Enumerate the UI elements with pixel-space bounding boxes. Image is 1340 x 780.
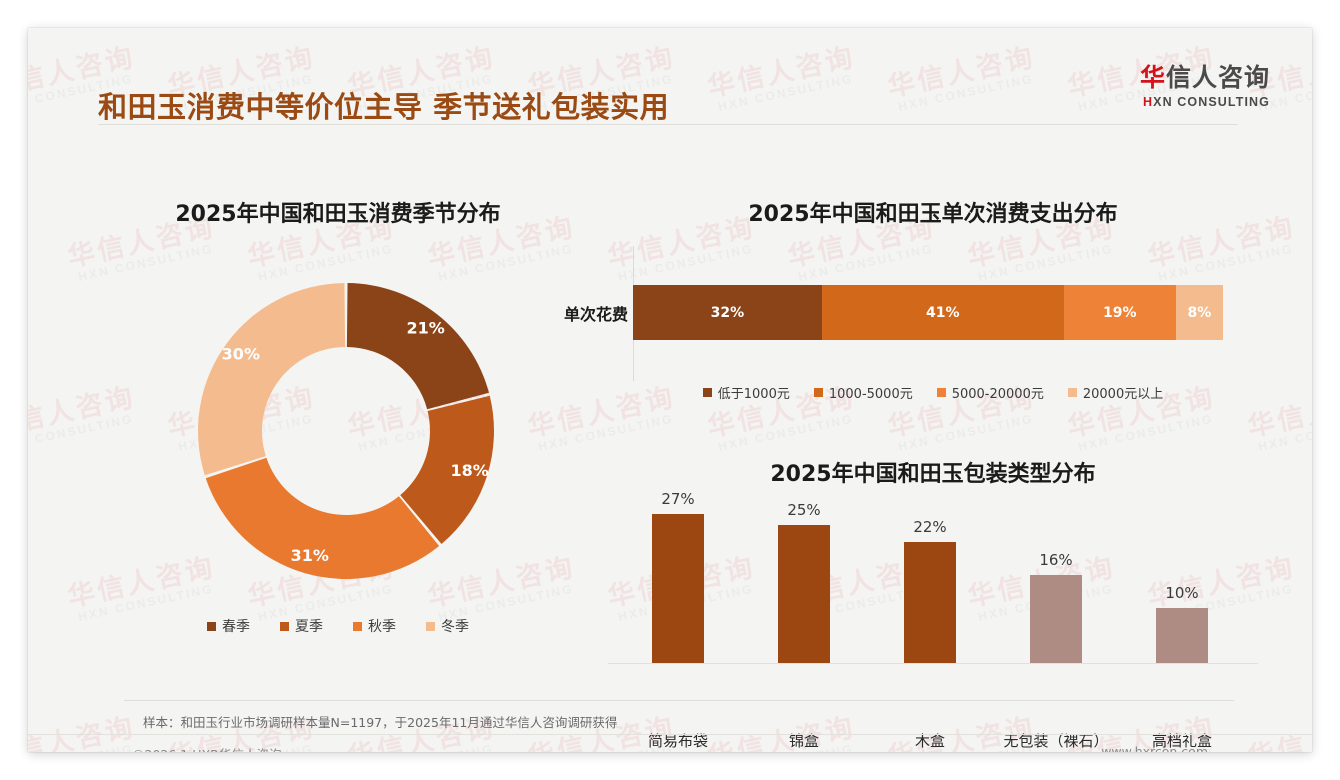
slide-header: 和田玉消费中等价位主导 季节送礼包装实用 华信人咨询 HXN CONSULTIN… (28, 28, 1312, 125)
legend-label: 5000-20000元 (951, 387, 1044, 402)
legend-item[interactable]: 20000元以上 (1067, 383, 1164, 402)
legend-label: 冬季 (441, 619, 469, 635)
logo-rest-chars: 信人咨询 (1165, 63, 1270, 92)
logo-accent-char: 华 (1139, 63, 1166, 92)
footnote-divider (124, 700, 1234, 701)
stacked-legend: 低于1000元 1000-5000元 5000-20000元 20000元以上 (633, 383, 1233, 402)
legend-swatch-icon (813, 388, 823, 397)
donut-slice[interactable] (400, 395, 494, 545)
stacked-bar-title: 2025年中国和田玉单次消费支出分布 (748, 202, 1118, 227)
stacked-category-label: 单次花费 (563, 304, 628, 324)
legend-item[interactable]: 秋季 (353, 616, 396, 636)
stacked-segment-label: 8% (1187, 304, 1212, 321)
column-item[interactable]: 16% (1001, 551, 1111, 663)
column-category-label: 木盒 (914, 732, 945, 750)
stacked-segment-label: 41% (925, 304, 960, 321)
column-item[interactable]: 25% (749, 501, 859, 663)
stacked-bar-segment[interactable]: 32% (633, 285, 822, 340)
legend-item[interactable]: 1000-5000元 (813, 383, 913, 402)
copyright-text: ©2026.1 HXR华信人咨询 (132, 744, 281, 752)
legend-label: 秋季 (368, 619, 396, 635)
column-baseline (608, 663, 1258, 664)
donut-chart-title: 2025年中国和田玉消费季节分布 (175, 202, 501, 227)
legend-swatch-icon (207, 621, 216, 631)
logo-english: HXN CONSULTING (1140, 95, 1270, 109)
legend-label: 20000元以上 (1082, 387, 1164, 402)
column-item[interactable]: 22% (875, 518, 985, 663)
donut-slice[interactable] (205, 457, 440, 579)
legend-swatch-icon (936, 388, 946, 397)
column-item[interactable]: 10% (1127, 584, 1237, 663)
column-category-label: 高档礼盒 (1151, 732, 1212, 750)
column-bar[interactable] (1156, 608, 1208, 663)
legend-item[interactable]: 冬季 (426, 616, 469, 636)
column-plot-area: 27% 简易布袋 25% 锦盒 22% 木盒 16% 无包装（裸石） 10% 高档礼盒 (608, 490, 1258, 750)
company-logo: 华信人咨询 HXN CONSULTING (1140, 64, 1270, 109)
logo-chinese: 华信人咨询 (1140, 64, 1270, 92)
legend-swatch-icon (280, 621, 289, 631)
legend-item[interactable]: 夏季 (280, 616, 323, 636)
sample-footnote: 样本：和田玉行业市场调研样本量N=1197，于2025年11月通过华信人咨询调研… (143, 715, 618, 730)
footer-divider (28, 734, 1312, 735)
legend-label: 夏季 (295, 619, 323, 635)
column-bar[interactable] (1030, 575, 1082, 663)
legend-label: 春季 (222, 619, 250, 635)
stacked-bar-row: 单次花费 32% 41% 19% 8% (564, 285, 1223, 340)
donut-slice-label: 30% (222, 345, 260, 364)
column-item[interactable]: 27% (623, 490, 733, 663)
website-url[interactable]: www.hxrcon.com (1101, 744, 1208, 752)
stacked-segment-label: 19% (1102, 304, 1137, 321)
season-donut-chart: 21% 18% 31% 30% 春季 夏季 秋季 冬季 (88, 178, 588, 678)
column-value-label: 22% (913, 518, 947, 536)
stacked-segment-label: 32% (710, 304, 745, 321)
column-value-label: 25% (787, 501, 821, 519)
page-title: 和田玉消费中等价位主导 季节送礼包装实用 (98, 90, 670, 124)
column-category-label: 无包装（裸石） (1003, 732, 1109, 750)
legend-label: 低于1000元 (717, 387, 790, 402)
donut-legend: 春季 夏季 秋季 冬季 (88, 616, 588, 636)
column-bar[interactable] (904, 542, 956, 663)
donut-svg: 21% 18% 31% 30% (198, 283, 494, 579)
legend-item[interactable]: 5000-20000元 (936, 383, 1044, 402)
donut-slice-label: 31% (291, 546, 329, 565)
column-value-label: 10% (1165, 584, 1199, 602)
column-category-label: 简易布袋 (647, 732, 708, 750)
donut-slice-label: 18% (450, 461, 488, 480)
spend-stacked-chart: 单次花费 32% 41% 19% 8% 低于1000元 1000-5000元 5000-2… (564, 178, 1278, 418)
column-bar[interactable] (652, 514, 704, 663)
legend-swatch-icon (702, 388, 712, 397)
donut-slice[interactable] (198, 283, 346, 476)
legend-swatch-icon (353, 621, 362, 631)
column-value-label: 27% (661, 490, 695, 508)
donut-graphic: 21% 18% 31% 30% (191, 276, 501, 586)
stacked-bar-segment[interactable]: 19% (1063, 285, 1176, 340)
legend-item[interactable]: 低于1000元 (702, 383, 790, 402)
stacked-bar-segment[interactable]: 8% (1175, 285, 1223, 340)
column-value-label: 16% (1039, 551, 1073, 569)
column-category-label: 锦盒 (788, 732, 819, 750)
column-chart-title: 2025年中国和田玉包装类型分布 (770, 462, 1096, 487)
stacked-bar-segment[interactable]: 41% (821, 285, 1064, 340)
legend-swatch-icon (426, 621, 435, 631)
logo-en-accent: H (1143, 94, 1154, 109)
donut-slice[interactable] (346, 283, 489, 410)
column-bar[interactable] (778, 525, 830, 663)
legend-swatch-icon (1067, 388, 1077, 397)
slide-footer: ©2026.1 HXR华信人咨询 www.hxrcon.com (28, 740, 1312, 752)
donut-slice-label: 21% (407, 318, 445, 337)
legend-item[interactable]: 春季 (207, 616, 250, 636)
title-divider (98, 124, 1238, 125)
package-column-chart: 27% 简易布袋 25% 锦盒 22% 木盒 16% 无包装（裸石） 10% 高档礼盒 (588, 438, 1278, 750)
legend-label: 1000-5000元 (828, 387, 913, 402)
slide-canvas: 华信人咨询 HXN CONSULTING 华信人咨询 HXN CONSULTING 华信… (28, 28, 1312, 752)
logo-en-rest: XN CONSULTING (1153, 94, 1270, 109)
